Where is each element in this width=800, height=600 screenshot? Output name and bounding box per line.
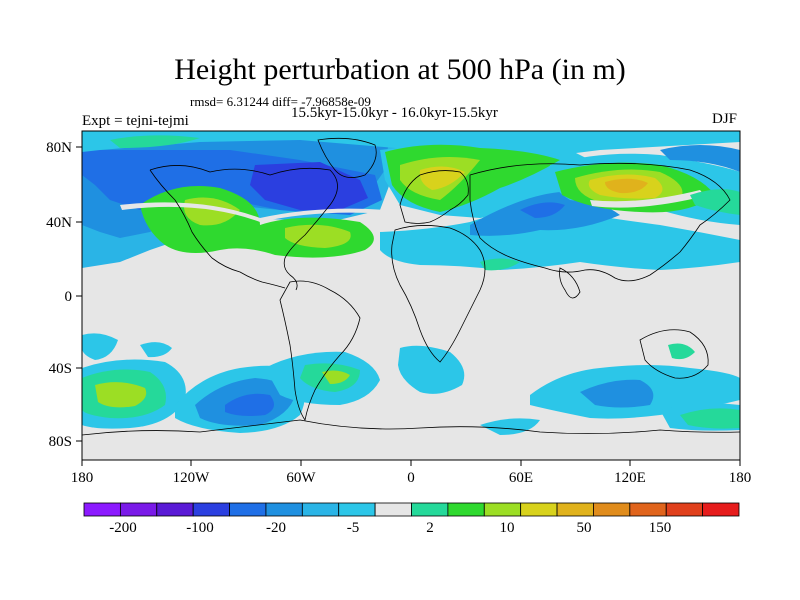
colorbar-swatch	[338, 502, 376, 517]
colorbar-swatch	[447, 502, 485, 517]
contour-atl-lime	[285, 224, 351, 248]
plot-title: Height perturbation at 500 hPa (in m)	[174, 53, 626, 86]
contour-sh-aus-teal	[668, 343, 695, 360]
lat-label: 40S	[49, 361, 72, 377]
contour-sh-indian-blue	[580, 379, 654, 408]
colorbar-swatch	[556, 502, 594, 517]
colorbar-labels: -200 -100 -20 -5 2 10 50 150	[109, 520, 671, 536]
contour-sh-sindian-cyan	[480, 418, 540, 435]
experiment-label: Expt = tejni-tejmi	[82, 113, 189, 129]
contour-sib-orange	[605, 178, 648, 194]
lon-label: 60W	[286, 470, 316, 486]
coast-south-america	[279, 280, 361, 421]
colorbar-swatch	[702, 502, 740, 517]
period-subtitle: 15.5kyr-15.0kyr - 16.0kyr-15.5kyr	[291, 105, 498, 121]
colorbar-swatch	[483, 502, 522, 517]
contour-sh-africa-cyan	[398, 345, 465, 394]
colorbar-label: 10	[500, 520, 515, 536]
colorbar	[83, 502, 740, 517]
contour-asia-teal	[480, 258, 520, 271]
coast-australia	[639, 329, 709, 379]
lon-label: 180	[729, 470, 752, 486]
contour-field	[82, 131, 740, 460]
coast-greenland	[317, 137, 377, 178]
colorbar-swatch	[156, 502, 194, 517]
colorbar-swatch	[665, 502, 704, 517]
coast-na-west	[149, 169, 286, 289]
season-label: DJF	[712, 111, 738, 127]
lon-label: 60E	[509, 470, 533, 486]
latitude-labels: 80N 40N 0 40S 80S	[46, 140, 72, 450]
colorbar-label: -200	[109, 520, 137, 536]
coast-europe	[399, 170, 469, 224]
lon-label: 120W	[173, 470, 211, 486]
colorbar-label: 2	[426, 520, 434, 536]
contour-na-deepblue	[250, 162, 368, 210]
coast-africa	[391, 225, 486, 363]
contour-sh-sopac-lime	[95, 382, 147, 408]
lon-label: 0	[407, 470, 415, 486]
colorbar-label: 50	[577, 520, 592, 536]
contour-sh-amundsen-darkblue	[225, 393, 274, 416]
contour-arctic-green	[110, 135, 200, 148]
colorbar-swatch	[520, 502, 558, 517]
coast-antarctica	[81, 419, 741, 436]
contour-pacific-blue	[660, 145, 740, 172]
colorbar-swatch	[411, 502, 449, 517]
colorbar-swatch	[119, 502, 158, 517]
colorbar-label: 150	[649, 520, 672, 536]
axis-ticks	[76, 146, 741, 466]
contour-sh-tasman-teal	[680, 408, 740, 429]
coast-north-america	[149, 165, 338, 291]
colorbar-swatch	[301, 502, 340, 517]
colorbar-swatch	[374, 502, 412, 517]
lat-label: 80S	[49, 434, 72, 450]
contour-sh-westpac-cyan2	[140, 342, 172, 358]
lat-label: 80N	[46, 140, 72, 156]
longitude-labels: 180 120W 60W 0 60E 120E 180	[71, 470, 752, 486]
contour-na-white-band	[120, 202, 385, 222]
coast-asia	[469, 162, 731, 282]
lat-label: 40N	[46, 215, 72, 231]
lon-label: 180	[71, 470, 94, 486]
contour-asia-darkblue	[520, 202, 565, 218]
colorbar-swatch	[229, 502, 267, 517]
colorbar-label: -100	[186, 520, 214, 536]
lat-label: 0	[65, 289, 73, 305]
colorbar-swatch	[83, 502, 121, 517]
colorbar-label: -5	[347, 520, 360, 536]
contour-sh-satl-lime	[322, 370, 350, 384]
colorbar-swatch	[629, 502, 667, 517]
colorbar-swatch	[593, 502, 631, 517]
lon-label: 120E	[614, 470, 646, 486]
colorbar-swatch	[265, 502, 303, 517]
coast-india	[559, 267, 581, 299]
colorbar-swatch	[192, 502, 230, 517]
contour-sh-westpac-cyan	[82, 333, 118, 360]
colorbar-label: -20	[266, 520, 286, 536]
contour-sib-white	[590, 190, 705, 208]
stats-line: rmsd= 6.31244 diff= -7.96858e-09	[190, 94, 371, 109]
contour-asia-cyan	[380, 208, 740, 270]
coastlines	[81, 137, 741, 436]
